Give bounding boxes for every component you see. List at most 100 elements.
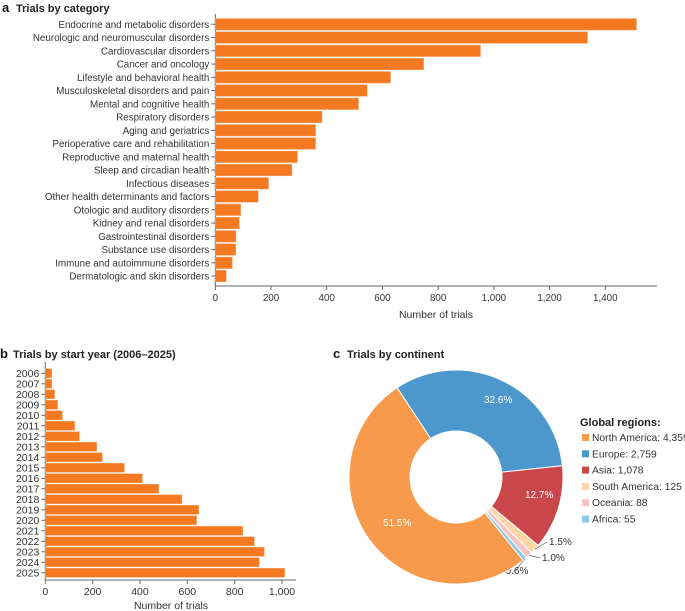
bar-2017 (45, 484, 159, 494)
bar-2006 (45, 368, 52, 379)
y-tick-label: 2014 (16, 452, 40, 464)
y-tick-label: Infectious diseases (126, 179, 209, 190)
panel-a-chart: Endocrine and metabolic disorders Neurolo… (33, 14, 657, 304)
bar-other-health-determinants-and-factors (215, 190, 259, 203)
legend-label-africa: Africa: 55 (592, 515, 636, 526)
bar-2022 (45, 536, 255, 547)
bar-2015 (45, 463, 125, 473)
y-tick-label: Gastrointestinal disorders (98, 232, 209, 243)
bar-immune-and-autoimmune-disorders (215, 256, 233, 269)
bar-2011 (45, 421, 75, 431)
bar-respiratory-disorders (215, 111, 323, 124)
y-tick-label: Reproductive and maternal health (62, 152, 209, 163)
y-tick-label: 2016 (16, 473, 40, 485)
bar-2007 (45, 379, 52, 389)
pct-label-oceania: 1.0% (542, 553, 565, 564)
y-tick-label: 2018 (16, 494, 40, 506)
slice-europe (396, 369, 563, 473)
pct-label-asia: 12.7% (525, 490, 553, 501)
slice-north-america (348, 386, 524, 585)
bar-neurologic-and-neuromuscular-disorders (215, 31, 588, 44)
legend-swatch-oceania (582, 499, 589, 507)
x-tick-label: 600 (179, 586, 197, 598)
legend-swatch-africa (582, 515, 589, 523)
legend-swatch-europe (582, 450, 589, 458)
legend-label-europe: Europe: 2,759 (592, 449, 657, 460)
bar-cancer-and-oncology (215, 58, 424, 71)
y-tick-label: Aging and geriatrics (123, 126, 210, 137)
bar-cardiovascular-disorders (215, 44, 481, 57)
y-tick-label: Musculoskeletal disorders and pain (56, 86, 209, 97)
bar-2009 (45, 400, 58, 410)
bar-2020 (45, 515, 197, 526)
y-tick-label: 2013 (16, 441, 40, 453)
x-tick-label: 1,400 (593, 293, 618, 304)
x-tick-label: 400 (131, 586, 149, 598)
y-tick-label: Other health determinants and factors (45, 192, 210, 203)
y-tick-label: 2015 (16, 462, 40, 474)
y-tick-label: Kidney and renal disorders (93, 219, 210, 230)
y-tick-label: Mental and cognitive health (90, 99, 209, 110)
bar-2023 (45, 547, 265, 557)
bar-aging-and-geriatrics (215, 124, 316, 137)
bar-2021 (45, 526, 243, 536)
y-tick-label: 2021 (16, 525, 40, 537)
bar-2013 (45, 442, 97, 452)
bar-2014 (45, 452, 103, 463)
legend-swatch-south-america (582, 482, 589, 490)
panel-b-title: Trials by start year (2006–2025) (13, 349, 176, 361)
bar-2016 (45, 473, 143, 484)
y-tick-label: 2009 (16, 399, 40, 411)
panel-c-title: Trials by continent (347, 349, 445, 361)
x-tick-label: 600 (374, 293, 391, 304)
y-tick-label: 2007 (16, 378, 40, 390)
y-tick-label: Cardiovascular disorders (101, 46, 209, 57)
pct-label-europe: 32.6% (484, 395, 512, 406)
panel-a-title: Trials by category (16, 3, 110, 15)
pct-label-north-america: 51.5% (383, 518, 411, 529)
bar-2010 (45, 410, 63, 421)
y-tick-label: Sleep and circadian health (94, 166, 209, 177)
y-tick-label: Perioperative care and rehabilitation (52, 139, 209, 150)
y-tick-label: Neurologic and neuromuscular disorders (33, 33, 210, 44)
x-tick-label: 400 (319, 293, 336, 304)
y-tick-label: Cancer and oncology (117, 60, 210, 71)
bar-2024 (45, 557, 260, 568)
y-tick-label: Respiratory disorders (116, 113, 209, 124)
y-tick-label: Otologic and auditory disorders (74, 205, 210, 216)
panel-letter-c: c (333, 346, 340, 361)
panel-letter-b: b (0, 346, 8, 361)
y-tick-label: 2024 (16, 557, 40, 569)
bar-otologic-and-auditory-disorders (215, 203, 241, 216)
bar-kidney-and-renal-disorders (215, 217, 240, 230)
x-tick-label: 800 (226, 586, 244, 598)
legend-label-oceania: Oceania: 88 (592, 498, 648, 509)
bar-dermatologic-and-skin-disorders (215, 270, 227, 283)
bar-2025 (45, 568, 285, 578)
y-tick-label: Endocrine and metabolic disorders (58, 20, 209, 31)
bar-reproductive-and-maternal-health (215, 150, 298, 163)
y-tick-label: Dermatologic and skin disorders (69, 272, 209, 283)
y-tick-label: 2008 (16, 389, 40, 401)
panel-a-xlabel: Number of trials (399, 309, 473, 321)
leader-line-africa (514, 558, 526, 572)
bar-substance-use-disorders (215, 243, 236, 256)
bar-lifestyle-and-behavioral-health (215, 71, 391, 84)
bar-endocrine-and-metabolic-disorders (215, 18, 637, 31)
y-tick-label: Lifestyle and behavioral health (77, 73, 209, 84)
bar-perioperative-care-and-rehabilitation (215, 137, 316, 150)
bar-2008 (45, 389, 55, 400)
bar-musculoskeletal-disorders-and-pain (215, 84, 368, 97)
y-tick-label: 2011 (17, 420, 40, 432)
panel-c-chart: 32.6% 12.7% 1.5% 1.0% 0.6% 51.5% North America… (348, 369, 685, 585)
y-tick-label: 2017 (16, 483, 40, 495)
leader-line-south-america (534, 541, 548, 550)
pct-label-africa: 0.6% (506, 566, 529, 577)
panel-b-xlabel: Number of trials (134, 600, 208, 611)
legend-swatch-asia (582, 466, 589, 474)
y-tick-label: Substance use disorders (101, 245, 209, 256)
x-tick-label: 0 (213, 293, 219, 304)
x-tick-label: 200 (84, 586, 102, 598)
